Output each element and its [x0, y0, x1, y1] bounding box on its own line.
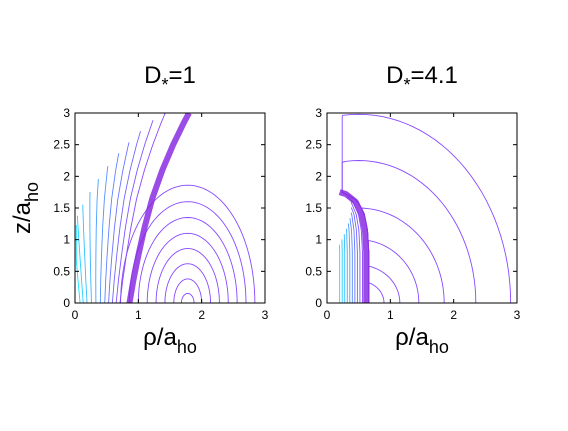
- outer-contour: [155, 248, 220, 303]
- outer-contour: [120, 184, 256, 303]
- plot-area: [338, 113, 512, 303]
- x-axis-label-sub: ho: [177, 337, 197, 357]
- inner-contour: [89, 191, 92, 303]
- y-tick-label: 1: [63, 233, 70, 247]
- y-tick-label: 2: [315, 169, 322, 183]
- inner-contour: [350, 212, 356, 303]
- inner-contour: [119, 113, 166, 303]
- y-tick-label: 0.5: [53, 264, 70, 278]
- panel-title-sub: *: [403, 75, 410, 95]
- x-tick-label: 2: [450, 308, 457, 322]
- x-tick-label: 0: [324, 308, 331, 322]
- inner-contour: [347, 223, 351, 303]
- inner-contour: [108, 142, 130, 303]
- outer-contour: [368, 280, 385, 303]
- panel-2: 0 1 2 3 0 0.5 1 1.5 2 2.5 3 D*=4.1 ρ/aho: [305, 62, 520, 357]
- outer-contour: [360, 207, 445, 303]
- outer-contour: [173, 278, 203, 303]
- inner-contour: [347, 196, 363, 303]
- inner-contour: [115, 120, 154, 303]
- panel-title-main: D: [386, 62, 403, 89]
- y-tick-label: 1.5: [305, 201, 322, 215]
- inner-contour: [346, 228, 348, 303]
- inner-contour: [111, 131, 141, 303]
- x-tick-label: 3: [262, 308, 269, 322]
- y-axis-label-main: z/a: [9, 201, 36, 234]
- node-line: [126, 113, 192, 303]
- node-line: [338, 189, 370, 303]
- inner-contour: [350, 207, 358, 303]
- y-tick-label: 1: [315, 233, 322, 247]
- y-tick-label: 2: [63, 169, 70, 183]
- outer-contour: [367, 239, 420, 303]
- inner-contour: [350, 201, 361, 303]
- outer-contour: [368, 265, 401, 303]
- y-tick-label: 2.5: [305, 138, 322, 152]
- y-axis-label: z/aho: [9, 182, 42, 234]
- inner-contour: [99, 166, 109, 303]
- outer-contour: [137, 217, 238, 303]
- inner-contour: [82, 204, 88, 303]
- inner-contour: [75, 224, 81, 303]
- y-tick-label: 0.5: [305, 264, 322, 278]
- x-axis-label: ρ/aho: [143, 324, 197, 357]
- x-tick-label: 1: [135, 308, 142, 322]
- x-axis-label: ρ/aho: [395, 324, 449, 357]
- x-tick-label: 3: [514, 308, 521, 322]
- outer-contour: [180, 293, 195, 303]
- outer-contour: [146, 232, 229, 303]
- y-tick-label: 3: [63, 106, 70, 120]
- x-axis-label-main: ρ/a: [395, 324, 429, 351]
- x-axis-label-main: ρ/a: [143, 324, 177, 351]
- y-tick-label: 0: [63, 296, 70, 310]
- plot-area: [75, 113, 256, 303]
- y-axis-label-sub: ho: [22, 182, 42, 202]
- x-tick-label: 2: [198, 308, 205, 322]
- panel-title: D*=4.1: [386, 62, 458, 95]
- y-tick-label: 1.5: [53, 201, 70, 215]
- panel-title-main: D: [144, 62, 161, 89]
- x-tick-label: 1: [387, 308, 394, 322]
- inner-contour: [76, 215, 84, 303]
- panel-title-sub: *: [161, 75, 168, 95]
- inner-contour: [104, 153, 120, 303]
- x-axis-label-sub: ho: [429, 337, 449, 357]
- panel-title-rest: =1: [168, 62, 195, 89]
- y-tick-label: 3: [315, 106, 322, 120]
- panel-title-rest: =4.1: [410, 62, 457, 89]
- y-tick-label: 2.5: [53, 138, 70, 152]
- outer-contour: [164, 263, 211, 303]
- y-tick-label: 0: [315, 296, 322, 310]
- y-axis-label-group: z/aho: [9, 182, 42, 234]
- x-tick-label: 0: [72, 308, 79, 322]
- panel-title: D*=1: [144, 62, 196, 95]
- inner-contour: [349, 218, 353, 303]
- inner-contour: [95, 179, 99, 303]
